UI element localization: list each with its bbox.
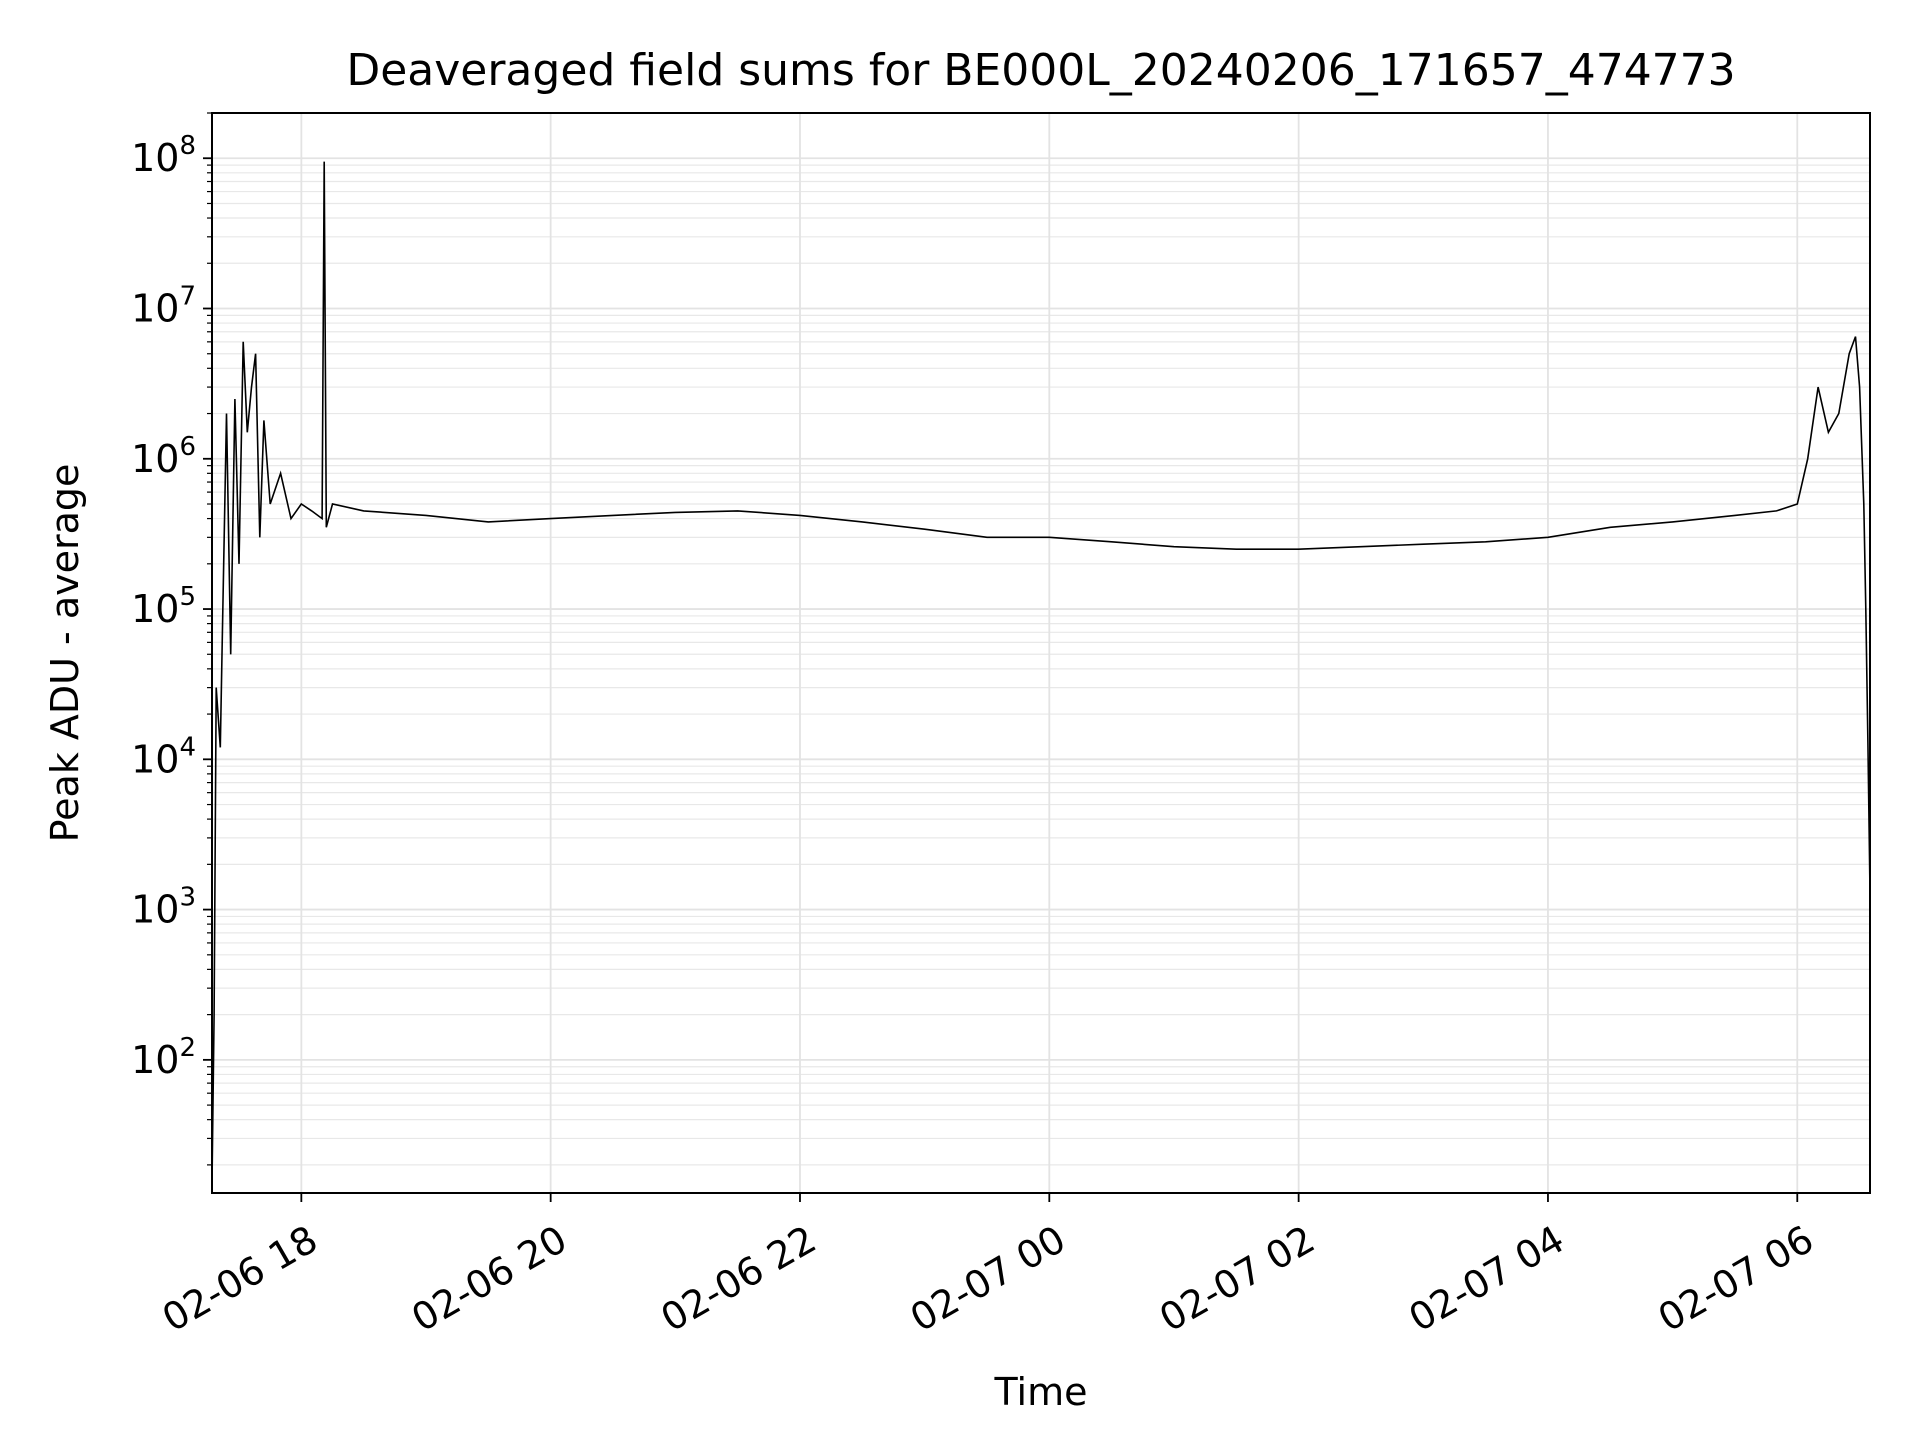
y-tick-label-exponent: 8: [179, 131, 196, 161]
y-axis-label: Peak ADU - average: [43, 464, 87, 843]
y-tick-label: 103: [131, 883, 196, 932]
y-tick-label-base: 10: [131, 437, 179, 481]
y-tick-label-exponent: 6: [179, 432, 196, 462]
minor-gridlines: [212, 112, 1870, 1166]
y-tick-label-base: 10: [131, 136, 179, 180]
y-tick-label-exponent: 3: [179, 883, 196, 913]
plot-frame: [211, 112, 1871, 1194]
y-tick-label-base: 10: [131, 1038, 179, 1082]
chart-title: Deaveraged field sums for BE000L_2024020…: [346, 45, 1735, 96]
y-tick-label-base: 10: [131, 888, 179, 932]
series-layer: [211, 161, 1871, 1184]
y-tick-label: 106: [131, 432, 196, 481]
y-tick-label-exponent: 2: [179, 1033, 196, 1063]
y-tick-label: 104: [131, 732, 196, 781]
series-line: [211, 161, 1871, 1184]
x-axis-label: Time: [994, 1370, 1088, 1414]
major-gridlines: [212, 113, 1870, 1193]
y-tick-label-base: 10: [131, 587, 179, 631]
y-tick-label-exponent: 4: [179, 732, 196, 762]
y-tick-label: 107: [131, 282, 196, 331]
y-tick-label-base: 10: [131, 737, 179, 781]
y-tick-label-base: 10: [131, 287, 179, 331]
y-tick-label-exponent: 7: [179, 282, 196, 312]
plot-background: [212, 113, 1870, 1193]
y-tick-label: 102: [131, 1033, 196, 1082]
y-tick-label-exponent: 5: [179, 582, 196, 612]
y-tick-label: 105: [131, 582, 196, 631]
y-tick-label: 108: [131, 131, 196, 180]
